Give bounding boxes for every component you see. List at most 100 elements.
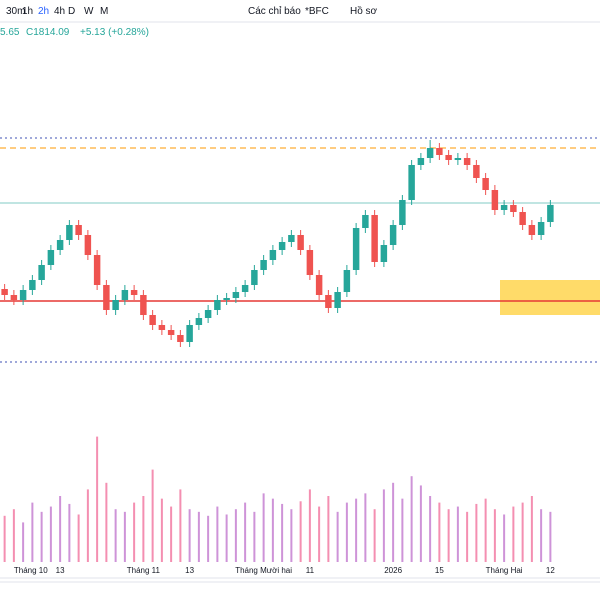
volume-bar [281,503,284,562]
plot: Tháng 10 13 Tháng 11 13 Tháng Mười hai 11 2026… [0,137,600,575]
volume-bar [142,496,145,562]
volume-bar [503,514,506,562]
volume-bar [207,515,210,562]
candle-body [343,270,351,292]
volume-bar [216,506,219,562]
volume-bar [493,509,496,562]
volume-bar [382,489,385,562]
volume-bar [179,489,182,562]
volume-bar [290,509,293,562]
volume-bar [530,496,533,562]
candle-body [186,325,193,342]
volume-bar [308,489,311,562]
candle-body [362,215,369,228]
candle-body [528,225,536,235]
candle-body [232,292,240,298]
candle-body [334,292,341,308]
interval-button[interactable]: 30m [6,6,25,17]
x-tick-label: Tháng 10 [14,566,48,575]
interval-button[interactable]: M [100,6,108,17]
candle-body [112,300,119,310]
volume-bar [521,502,524,562]
interval-button[interactable]: 4h [54,6,65,17]
volume-bar [549,511,552,562]
candle-body [204,310,212,318]
volume-bar [336,511,339,562]
candle-body [278,242,286,250]
volume-bar [234,509,237,562]
volume-bar [59,496,62,562]
candle-body [491,190,499,210]
profile-button[interactable]: Hồ sơ [350,5,378,17]
candle-body [288,235,295,242]
volume-bar [512,506,515,562]
volume-bar [373,509,376,562]
volume-bar [160,498,163,562]
candle-body [121,290,129,300]
indicators-button[interactable]: Các chỉ báo [248,5,301,17]
volume-bar [410,476,413,562]
candle-body [445,155,452,160]
interval-button[interactable]: D [68,6,75,17]
candle-body [537,222,545,235]
volume-bar [429,496,432,562]
volume-bar [271,498,274,562]
candle-body [315,275,323,295]
candle-body [269,250,277,260]
volume-bar [188,509,191,562]
x-tick-label: Tháng 11 [127,566,161,575]
candle-body [38,265,45,280]
volume-bar [105,482,108,562]
candle-body [380,245,388,262]
volume-bar [419,485,422,562]
interval-button[interactable]: 1h [22,6,33,17]
candle-body [389,225,397,245]
volume-bar [262,493,265,562]
volume-bar [244,502,247,562]
volume-bar [447,509,450,562]
candle-body [251,270,258,285]
candle-body [408,165,415,200]
interval-button[interactable]: W [84,6,94,17]
volume-bar [3,515,6,562]
symbol-button[interactable]: *BFC [305,6,329,17]
interval-button[interactable]: 2h [38,6,49,17]
volume-bar [96,436,99,562]
volume-bar [151,469,154,562]
candle-body [66,225,73,240]
candle-body [399,200,406,225]
candle-body [454,158,462,160]
volume-bar [133,502,136,562]
x-tick-label: 13 [185,566,194,575]
candle-body [130,290,138,295]
header-change: +5.13 (+0.28%) [80,27,149,38]
volume-bar [49,506,52,562]
x-tick-label: 11 [306,566,315,575]
candle-body [260,260,267,270]
candle-body [93,255,101,285]
candle-body [547,204,554,222]
candle-body [482,178,489,190]
volume-bar [31,502,34,562]
x-tick-label: 15 [435,566,444,575]
volume-bar [225,514,228,562]
volume-bar [86,489,89,562]
candle-body [297,235,304,250]
volume-profile-zone [500,280,600,315]
x-tick-label: 13 [56,566,65,575]
volume-bar [345,502,348,562]
candle-body [84,235,92,255]
volume-bar [40,511,43,562]
volume-bar [170,506,173,562]
volume-bar [484,498,487,562]
candle-body [19,290,27,300]
candle-body [47,250,55,265]
x-tick-label: 12 [546,566,555,575]
candle-body [510,205,517,212]
volume-bar [438,502,441,562]
candle-body [1,289,8,295]
volume-bar [401,498,404,562]
volume-bar [456,506,459,562]
volume-bar [540,509,543,562]
